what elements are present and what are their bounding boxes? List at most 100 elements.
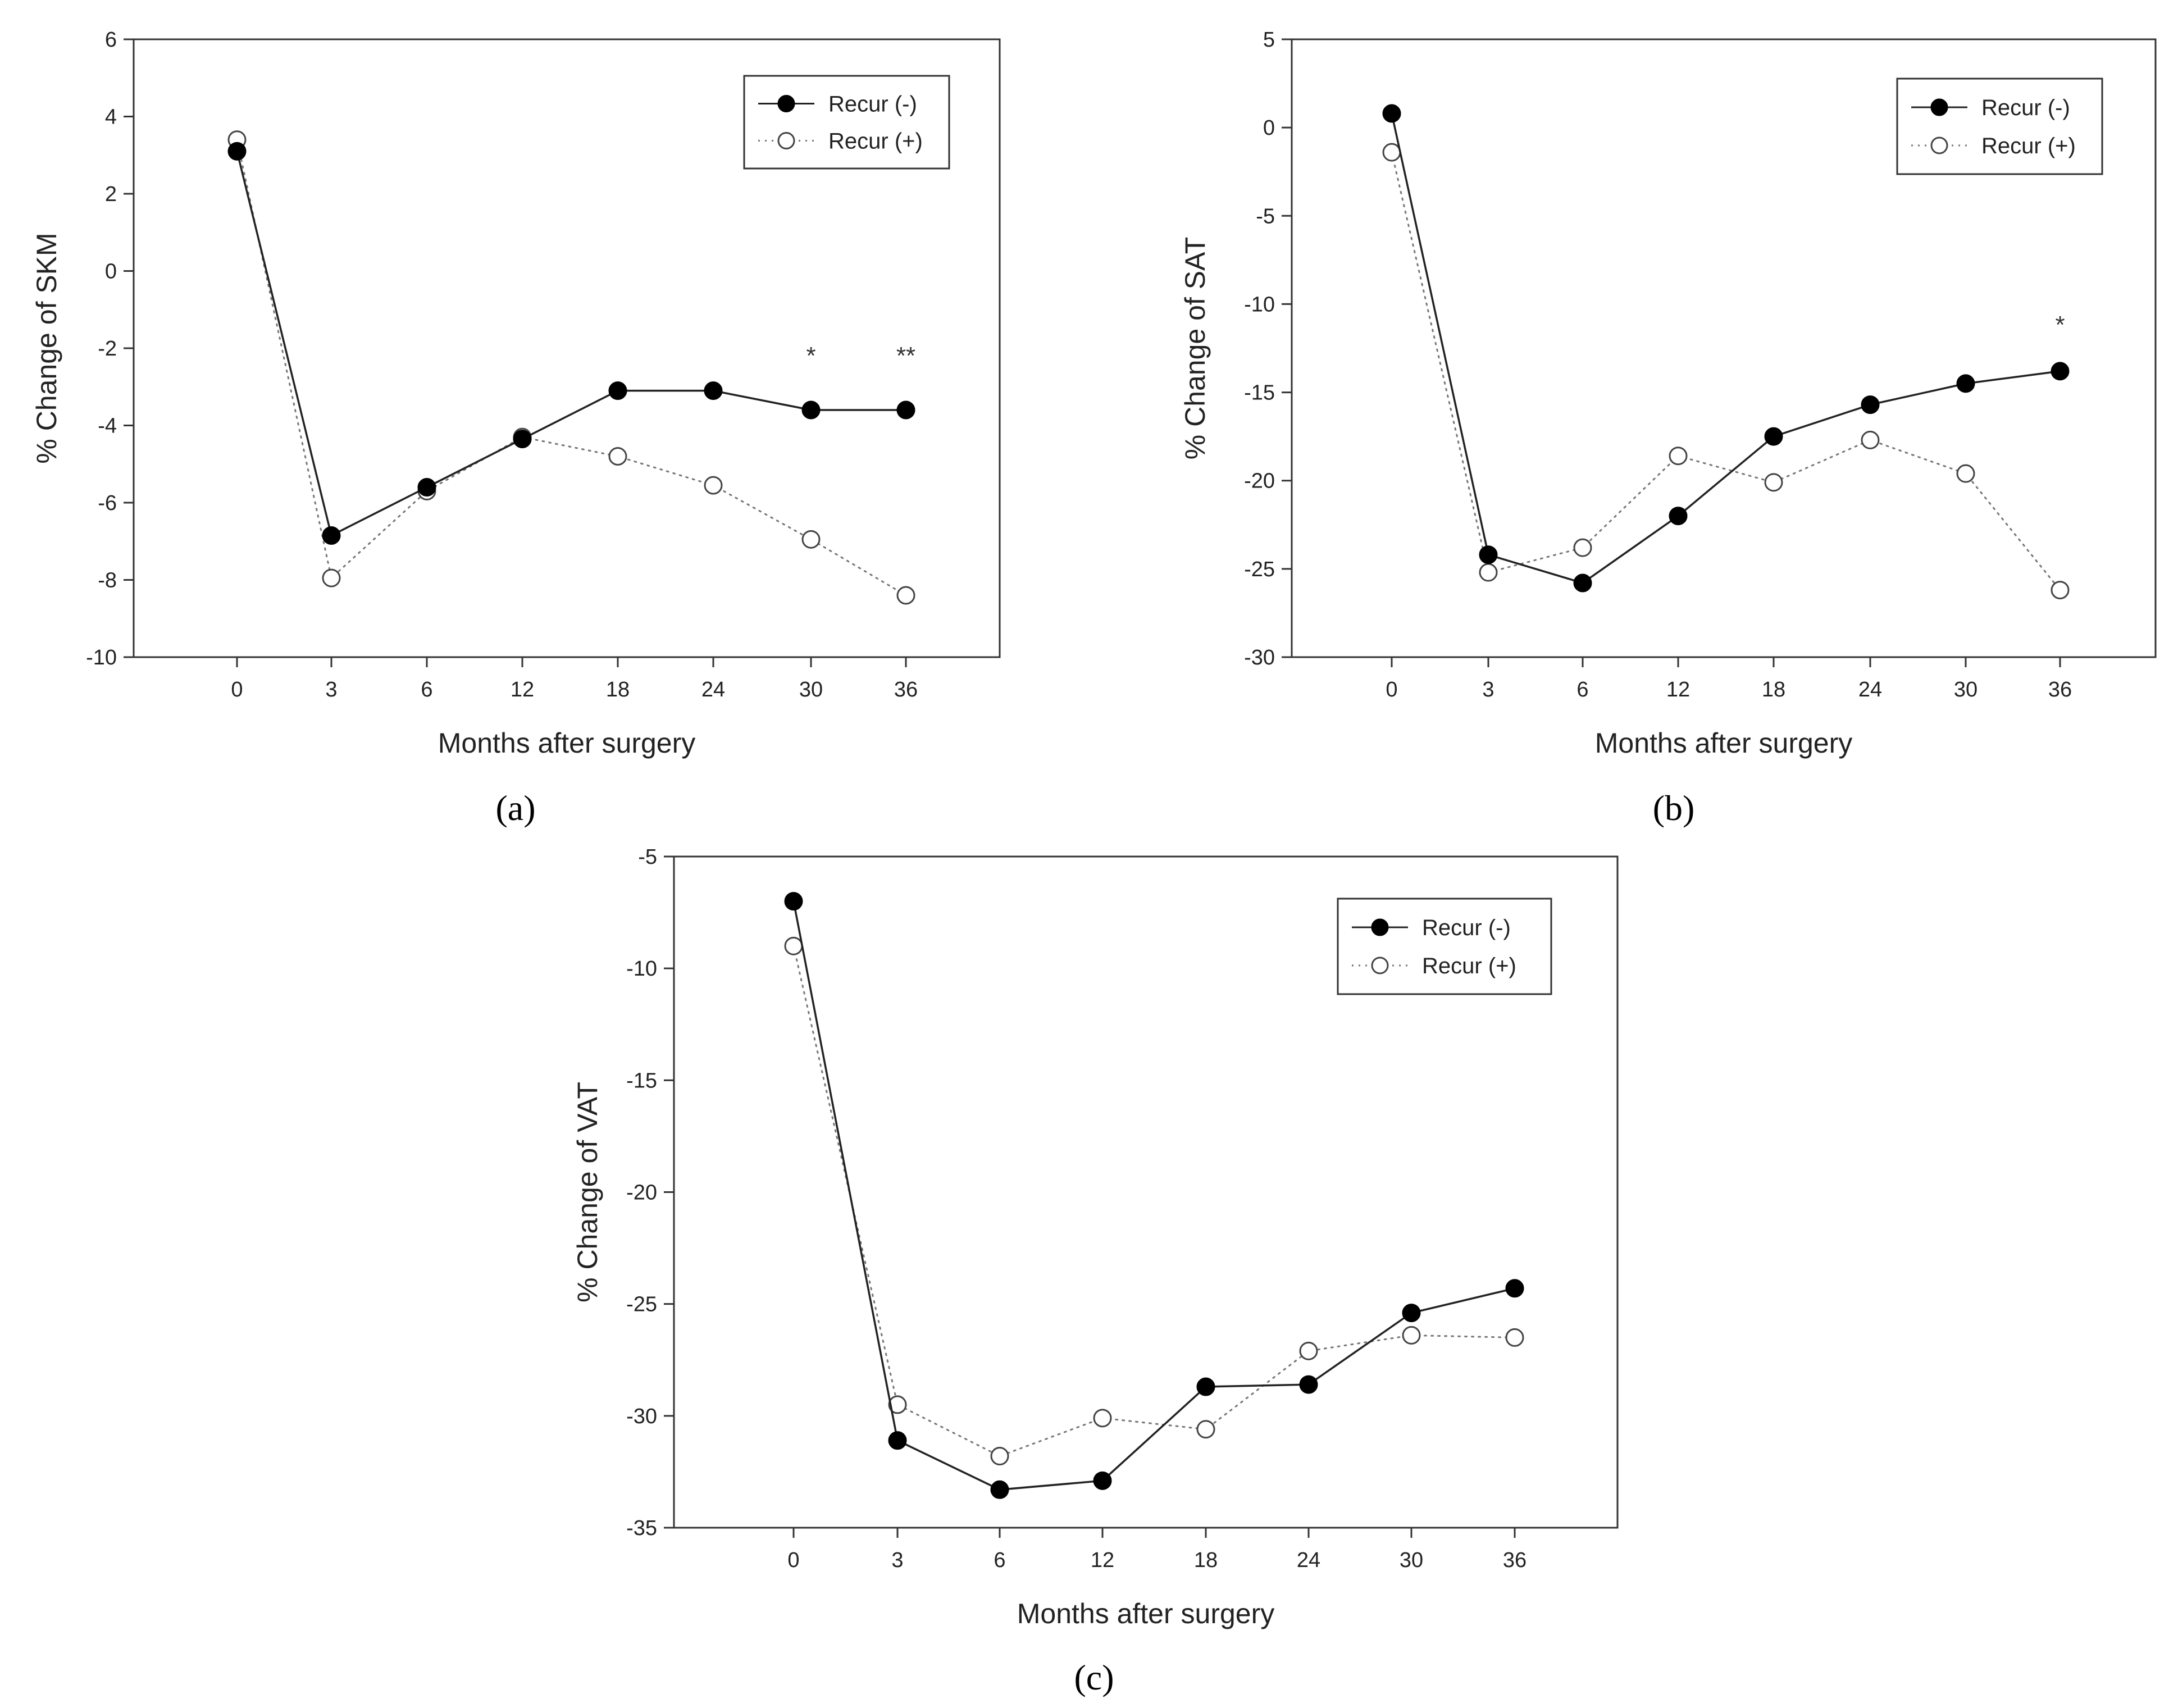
data-point-recur-neg: [1505, 1279, 1524, 1298]
y-tick-label: -5: [638, 845, 657, 869]
data-point-recur-neg: [896, 400, 915, 420]
y-tick-label: -10: [1244, 293, 1275, 316]
x-tick-label: 36: [1503, 1548, 1527, 1572]
series-line-recur-neg: [792, 900, 1516, 1491]
legend-marker: [1371, 918, 1389, 936]
panel-label-c: (c): [1074, 1657, 1114, 1697]
y-tick-label: -15: [1244, 381, 1275, 405]
chart-panel-c: -5-10-15-20-25-30-350 3 6 12 18 24 30 36Months …: [572, 845, 1619, 1629]
x-axis-title: Months after surgery: [1595, 727, 1853, 759]
x-tick-label: 12: [1091, 1548, 1114, 1572]
legend-box: [743, 75, 950, 170]
x-tick-label: 36: [894, 678, 918, 702]
x-axis-title: Months after surgery: [438, 727, 696, 759]
legend-marker: [777, 95, 795, 112]
legend-box: [1337, 898, 1552, 995]
data-point-recur-pos: [608, 447, 627, 466]
data-point-recur-neg: [1382, 104, 1401, 123]
data-point-recur-neg: [2051, 362, 2070, 381]
y-axis-title: % Change of VAT: [572, 1082, 603, 1302]
data-point-recur-neg: [513, 430, 532, 449]
y-tick-label: 0: [1263, 116, 1275, 140]
legend-label: Recur (+): [1981, 134, 2076, 158]
x-tick-label: 0: [787, 1548, 799, 1572]
data-point-recur-pos: [1093, 1409, 1112, 1428]
y-tick-label: -35: [626, 1516, 657, 1540]
data-point-recur-neg: [227, 142, 247, 161]
y-tick-label: -10: [86, 646, 117, 669]
series-line-recur-neg: [1391, 112, 2061, 584]
y-tick-label: -4: [98, 415, 117, 438]
legend-marker: [1930, 98, 1948, 116]
x-tick-label: 0: [231, 678, 243, 702]
plot-frame: [1291, 38, 2157, 658]
series-line-recur-pos: [1391, 151, 2061, 591]
data-point-recur-pos: [1299, 1341, 1318, 1360]
data-point-recur-neg: [801, 400, 821, 420]
legend-label: Recur (+): [828, 129, 923, 154]
data-point-recur-neg: [1196, 1377, 1215, 1396]
y-tick-label: -30: [1244, 646, 1275, 669]
data-point-recur-pos: [1402, 1326, 1421, 1345]
data-point-recur-pos: [1861, 430, 1880, 449]
x-tick-label: 24: [701, 678, 725, 702]
y-tick-label: -6: [98, 491, 117, 515]
data-point-recur-pos: [1669, 447, 1688, 466]
y-tick-label: -30: [626, 1405, 657, 1428]
y-axis-title: % Change of SKM: [31, 233, 62, 463]
x-tick-label: 36: [2048, 678, 2072, 702]
legend-marker: [1371, 957, 1389, 974]
data-point-recur-neg: [1956, 374, 1975, 393]
data-point-recur-pos: [1382, 143, 1401, 162]
legend-label: Recur (-): [1422, 916, 1511, 940]
data-point-recur-pos: [990, 1447, 1009, 1466]
series-line-recur-pos: [236, 139, 907, 596]
legend-label: Recur (-): [828, 92, 917, 117]
data-point-recur-pos: [1764, 473, 1783, 492]
y-tick-label: 2: [105, 183, 117, 206]
x-tick-label: 3: [325, 678, 337, 702]
data-point-recur-neg: [417, 478, 436, 497]
y-tick-label: -15: [626, 1069, 657, 1092]
data-point-recur-neg: [322, 526, 341, 545]
series-line-recur-pos: [792, 945, 1516, 1458]
legend-label: Recur (+): [1422, 954, 1516, 978]
y-tick-label: -20: [1244, 470, 1275, 493]
data-point-recur-neg: [1669, 507, 1688, 526]
y-tick-label: -8: [98, 569, 117, 593]
data-point-recur-pos: [1956, 464, 1975, 483]
data-point-recur-neg: [608, 381, 627, 400]
data-point-recur-pos: [801, 530, 821, 549]
legend-marker: [777, 132, 795, 149]
x-tick-label: 30: [1400, 1548, 1423, 1572]
y-tick-label: -25: [1244, 558, 1275, 581]
x-tick-label: 30: [799, 678, 823, 702]
x-tick-label: 6: [421, 678, 432, 702]
y-tick-label: -10: [626, 957, 657, 981]
x-tick-label: 12: [511, 678, 534, 702]
y-tick-label: 4: [105, 106, 117, 129]
y-tick-label: 5: [1263, 28, 1275, 52]
data-point-recur-neg: [784, 892, 803, 911]
x-tick-label: 6: [1576, 678, 1588, 702]
data-point-recur-pos: [704, 476, 723, 495]
y-axis-title: % Change of SAT: [1179, 237, 1211, 460]
panel-label-b: (b): [1653, 788, 1695, 828]
data-point-recur-pos: [888, 1395, 907, 1414]
x-tick-label: 12: [1666, 678, 1690, 702]
x-axis-title: Months after surgery: [1017, 1598, 1275, 1629]
x-tick-label: 18: [1194, 1548, 1218, 1572]
x-tick-label: 3: [1482, 678, 1494, 702]
data-point-recur-neg: [1573, 573, 1592, 593]
legend-box: [1896, 78, 2103, 175]
x-tick-label: 18: [606, 678, 630, 702]
data-point-recur-neg: [1861, 395, 1880, 415]
x-tick-label: 0: [1386, 678, 1397, 702]
data-point-recur-neg: [1764, 427, 1783, 446]
x-tick-label: 24: [1858, 678, 1882, 702]
x-tick-label: 3: [891, 1548, 903, 1572]
x-tick-label: 30: [1954, 678, 1977, 702]
